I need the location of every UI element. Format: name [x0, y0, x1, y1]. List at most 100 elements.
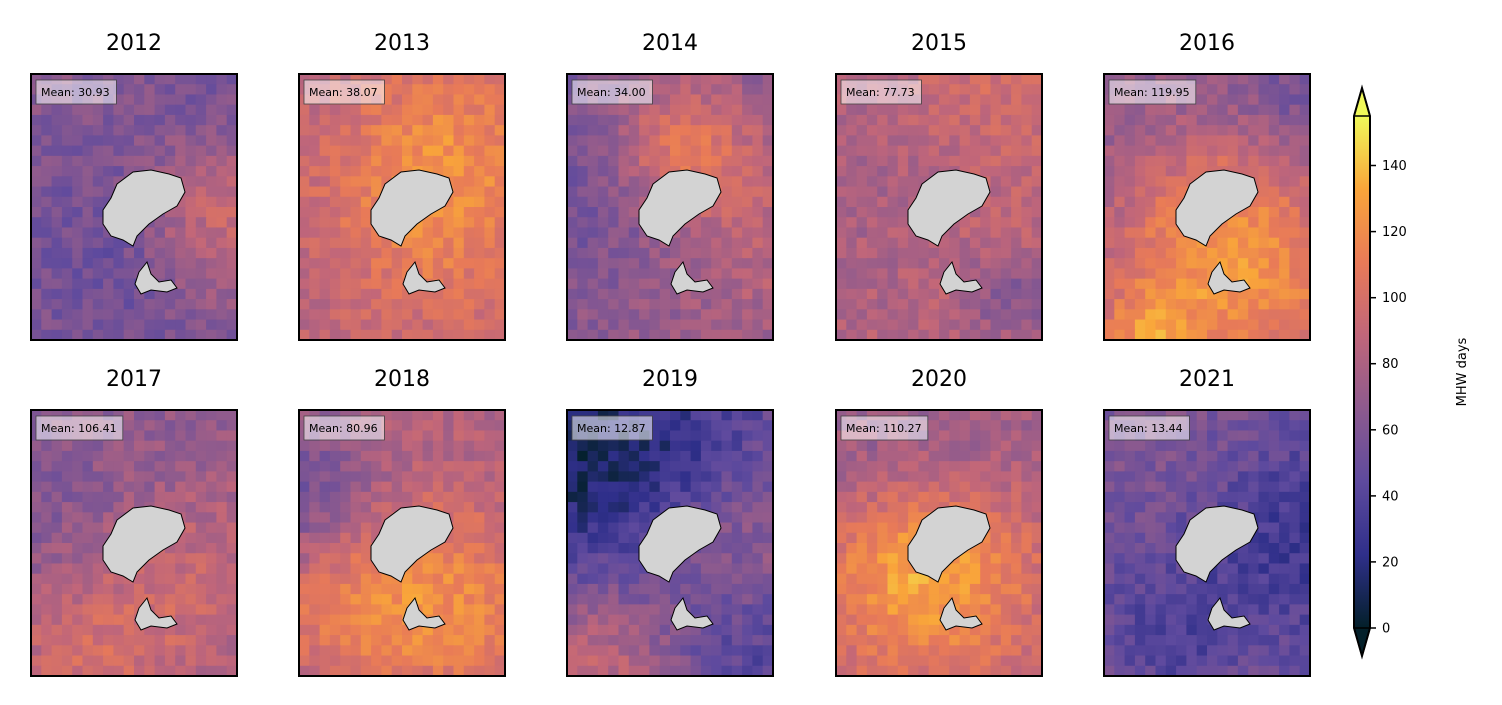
heatmap-cell	[175, 288, 187, 300]
heatmap-cell	[82, 196, 94, 208]
heatmap-cell	[185, 176, 197, 188]
heatmap-cell	[412, 665, 424, 677]
heatmap-cell	[195, 247, 207, 259]
heatmap-cell	[309, 481, 321, 493]
heatmap-cell	[1000, 502, 1012, 513]
heatmap-cell	[1000, 583, 1012, 595]
heatmap-cell	[371, 502, 382, 513]
heatmap-cell	[1196, 461, 1208, 472]
heatmap-cell	[1279, 299, 1290, 310]
heatmap-cell	[432, 471, 444, 483]
heatmap-cell	[381, 258, 393, 269]
heatmap-cell	[597, 410, 609, 421]
heatmap-cell	[1176, 461, 1187, 472]
heatmap-cell	[1268, 227, 1280, 239]
heatmap-cell	[72, 573, 84, 585]
heatmap-cell	[639, 74, 650, 85]
heatmap-cell	[82, 553, 94, 565]
heatmap-cell	[1207, 84, 1218, 96]
heatmap-cell	[474, 583, 485, 595]
heatmap-cell	[597, 491, 609, 503]
heatmap-cell	[897, 237, 909, 249]
heatmap-cell	[92, 645, 104, 657]
heatmap-cell	[939, 624, 950, 636]
heatmap-cell	[969, 329, 981, 341]
heatmap-cell	[474, 471, 485, 483]
heatmap-cell	[453, 420, 465, 432]
heatmap-cell	[628, 532, 640, 544]
heatmap-cell	[31, 573, 42, 585]
heatmap-cell	[969, 319, 981, 331]
heatmap-cell	[41, 145, 53, 157]
heatmap-cell	[1031, 186, 1043, 198]
heatmap-cell	[1021, 665, 1033, 677]
heatmap-cell	[41, 645, 53, 657]
heatmap-cell	[1011, 237, 1022, 249]
heatmap-cell	[494, 502, 506, 513]
heatmap-cell	[82, 594, 94, 605]
heatmap-cell	[154, 125, 166, 136]
heatmap-cell	[72, 543, 84, 554]
heatmap-cell	[597, 125, 609, 136]
heatmap-cell	[897, 309, 909, 321]
heatmap-cell	[1145, 135, 1157, 147]
heatmap-cell	[329, 563, 341, 575]
heatmap-cell	[41, 410, 53, 421]
heatmap-cell	[1227, 237, 1239, 249]
heatmap-cell	[866, 532, 878, 544]
heatmap-cell	[319, 319, 331, 331]
heatmap-cell	[628, 553, 640, 565]
heatmap-cell	[432, 207, 444, 218]
heatmap-cell	[484, 166, 496, 177]
heatmap-cell	[659, 299, 671, 310]
heatmap-cell	[340, 502, 352, 513]
heatmap-cell	[711, 84, 723, 96]
heatmap-cell	[846, 207, 858, 218]
heatmap-cell	[1207, 299, 1218, 310]
heatmap-cell	[1011, 410, 1022, 421]
heatmap-cell	[577, 624, 589, 636]
heatmap-cell	[762, 94, 774, 106]
heatmap-cell	[51, 155, 63, 167]
island-main	[638, 169, 722, 247]
heatmap-cell	[887, 258, 899, 269]
heatmap-cell	[866, 104, 878, 116]
heatmap-cell	[1031, 665, 1043, 677]
heatmap-cell	[959, 237, 971, 249]
heatmap-cell	[742, 624, 753, 636]
heatmap-cell	[1114, 522, 1126, 534]
heatmap-cell	[381, 319, 393, 331]
heatmap-cell	[980, 94, 992, 106]
heatmap-cell	[577, 299, 589, 310]
heatmap-cell	[731, 604, 743, 616]
heatmap-cell	[1124, 186, 1136, 198]
heatmap-cell	[443, 461, 455, 472]
heatmap-cell	[72, 594, 84, 605]
heatmap-cell	[587, 74, 599, 85]
heatmap-cell	[731, 319, 743, 331]
heatmap-cell	[1021, 196, 1033, 208]
heatmap-cell	[92, 329, 104, 341]
heatmap-cell	[762, 420, 774, 432]
heatmap-cell	[618, 176, 630, 188]
heatmap-cell	[175, 329, 187, 341]
heatmap-cell	[1217, 114, 1229, 126]
heatmap-cell	[856, 635, 868, 646]
heatmap-cell	[1145, 461, 1157, 472]
heatmap-cell	[856, 227, 868, 239]
heatmap-cell	[319, 278, 331, 290]
heatmap-cell	[360, 573, 372, 585]
heatmap-cell	[928, 135, 940, 147]
heatmap-cell	[866, 299, 878, 310]
heatmap-cell	[1279, 319, 1290, 331]
heatmap-cell	[1124, 74, 1136, 85]
heatmap-cell	[1134, 207, 1146, 218]
heatmap-cell	[164, 471, 176, 483]
heatmap-cell	[1217, 94, 1229, 106]
heatmap-cell	[690, 420, 702, 432]
heatmap-cell	[350, 543, 362, 554]
heatmap-cell	[309, 624, 321, 636]
heatmap-cell	[762, 237, 774, 249]
heatmap-cell	[443, 74, 455, 85]
heatmap-cell	[1299, 186, 1311, 198]
